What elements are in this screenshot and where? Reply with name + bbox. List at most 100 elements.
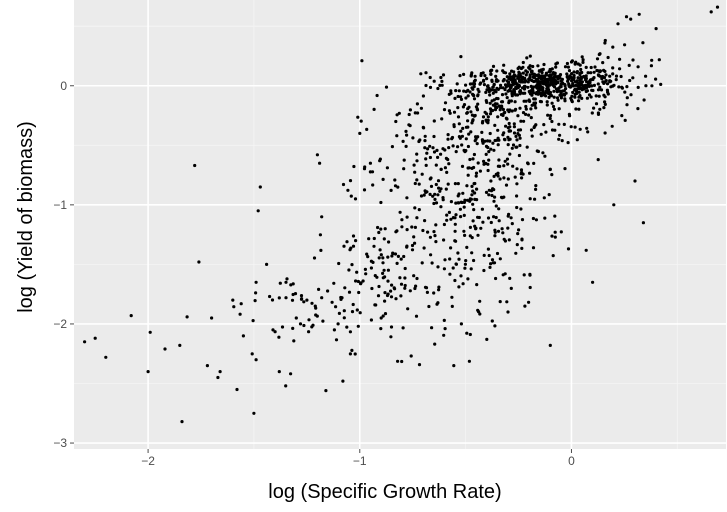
data-point: [456, 182, 460, 186]
data-point: [299, 294, 304, 298]
data-point: [445, 218, 449, 222]
data-point: [365, 252, 369, 256]
data-point: [449, 200, 453, 204]
data-point: [506, 162, 510, 166]
data-point: [422, 126, 426, 130]
data-point: [580, 55, 584, 59]
data-point: [534, 184, 538, 188]
data-point: [595, 57, 600, 61]
data-point: [514, 251, 518, 255]
data-point: [404, 129, 408, 133]
data-point: [438, 83, 442, 87]
data-point: [348, 248, 352, 252]
data-point: [353, 197, 358, 201]
data-point: [536, 149, 541, 154]
data-point: [577, 99, 581, 103]
data-point: [494, 172, 498, 176]
data-point: [446, 133, 450, 137]
data-point: [539, 68, 544, 72]
data-point: [471, 87, 475, 91]
data-point: [396, 254, 400, 258]
data-point: [625, 85, 629, 89]
data-point: [386, 255, 390, 259]
data-point: [594, 94, 598, 98]
data-point: [356, 279, 360, 284]
data-point: [585, 84, 589, 88]
data-point: [432, 291, 436, 295]
data-point: [642, 98, 646, 102]
data-point: [422, 246, 426, 250]
data-point: [363, 267, 367, 271]
data-point: [485, 88, 489, 92]
data-point: [573, 95, 577, 99]
data-point: [519, 168, 524, 172]
data-point: [443, 101, 448, 105]
data-point: [459, 129, 463, 133]
data-point: [347, 290, 352, 294]
data-point: [467, 359, 471, 363]
data-point: [493, 228, 497, 232]
data-point: [424, 71, 428, 75]
data-point: [459, 274, 463, 278]
data-point: [556, 98, 560, 102]
data-point: [473, 191, 477, 195]
data-point: [715, 5, 720, 9]
data-point: [465, 198, 470, 202]
data-point: [369, 266, 373, 270]
data-point: [530, 134, 534, 138]
data-point: [455, 82, 459, 86]
data-point: [472, 165, 476, 170]
data-point: [453, 278, 457, 283]
data-point: [465, 245, 469, 249]
data-point: [385, 166, 389, 170]
data-point: [548, 114, 553, 118]
data-point: [549, 93, 553, 97]
data-point: [605, 88, 610, 92]
data-point: [529, 116, 533, 120]
data-point: [402, 167, 406, 171]
data-point: [548, 116, 552, 121]
data-point: [593, 65, 597, 69]
data-point: [481, 220, 485, 224]
data-point: [362, 188, 367, 192]
data-point: [572, 70, 576, 74]
data-point: [129, 314, 133, 318]
data-point: [512, 122, 516, 126]
data-point: [432, 230, 436, 234]
data-point: [439, 75, 443, 80]
data-point: [383, 312, 388, 316]
data-point: [298, 322, 303, 326]
data-point: [364, 272, 368, 276]
data-point: [522, 86, 526, 90]
data-point: [521, 91, 525, 95]
data-point: [556, 74, 561, 78]
data-point: [563, 83, 567, 87]
data-point: [608, 74, 612, 78]
data-point: [525, 56, 529, 60]
data-point: [523, 304, 527, 308]
data-point: [506, 143, 510, 147]
data-point: [475, 187, 479, 191]
data-point: [598, 85, 602, 89]
data-point: [418, 138, 422, 142]
data-point: [528, 99, 532, 103]
data-point: [472, 258, 476, 263]
data-point: [466, 94, 470, 98]
data-point: [403, 266, 407, 271]
data-point: [591, 280, 595, 284]
data-point: [399, 257, 403, 261]
data-point: [582, 74, 586, 79]
data-point: [484, 90, 488, 94]
data-point: [453, 222, 457, 226]
data-point: [302, 323, 306, 328]
data-point: [489, 72, 493, 76]
data-point: [482, 83, 486, 87]
data-point: [469, 267, 473, 271]
data-point: [531, 87, 535, 91]
data-point: [488, 93, 492, 97]
data-point: [218, 370, 222, 374]
data-point: [486, 115, 490, 119]
data-point: [528, 73, 532, 77]
data-point: [472, 208, 476, 212]
data-point: [641, 41, 645, 45]
